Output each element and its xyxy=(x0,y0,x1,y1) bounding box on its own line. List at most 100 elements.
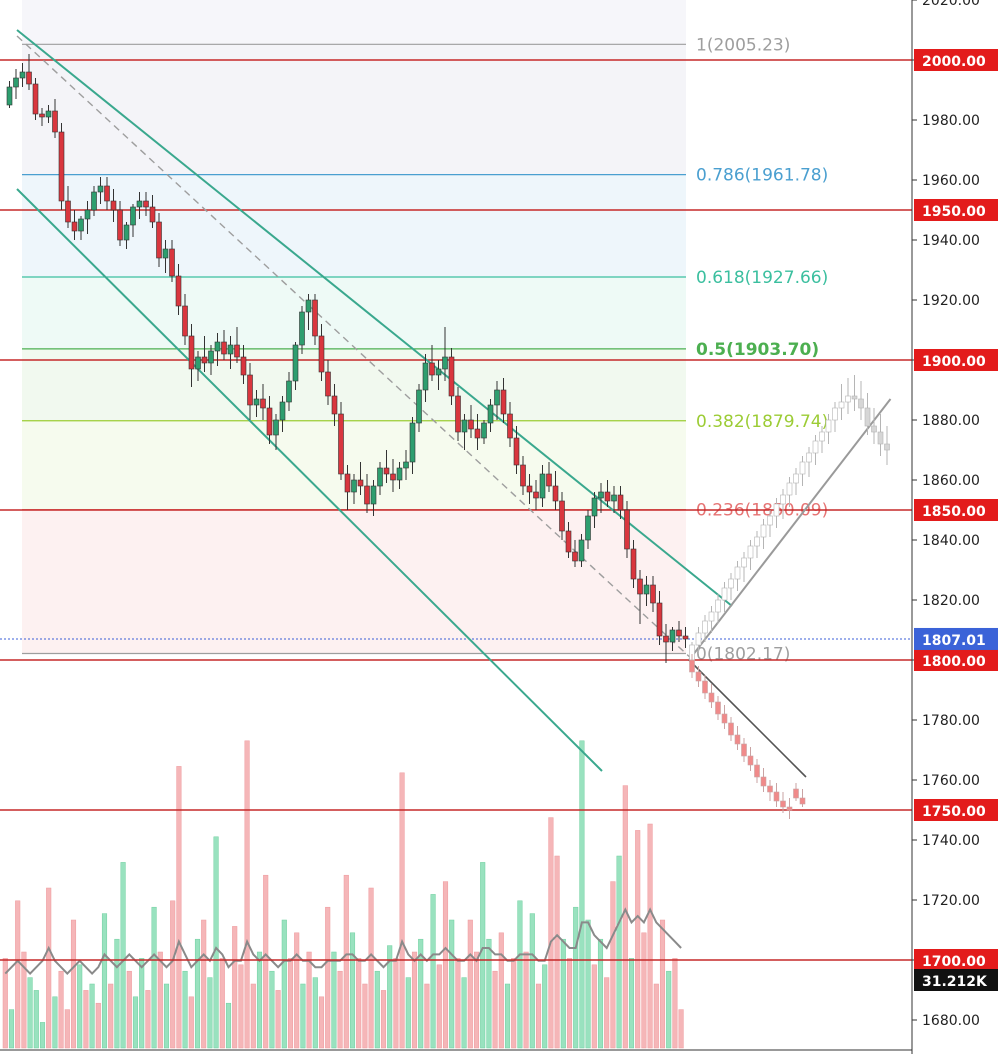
candle xyxy=(552,485,559,502)
volume-bar xyxy=(672,958,678,1049)
volume-bar xyxy=(455,958,461,1049)
volume-bar xyxy=(39,1022,46,1049)
candle xyxy=(162,248,169,259)
volume-bar xyxy=(461,977,467,1049)
fib-zone-5 xyxy=(22,509,686,654)
projected-candle-up xyxy=(767,515,773,526)
candle xyxy=(611,494,617,502)
level-badge xyxy=(914,649,998,671)
volume-bar xyxy=(287,958,294,1049)
volume-bar xyxy=(318,996,325,1049)
fib-label-0.786: 0.786(1961.78) xyxy=(696,166,828,186)
fib-label-0.618: 0.618(1927.66) xyxy=(696,268,828,288)
volume-bar xyxy=(523,951,529,1049)
projected-candle-up xyxy=(793,473,799,484)
volume-bar xyxy=(573,906,579,1049)
volume-bar xyxy=(616,855,622,1049)
projection-paths xyxy=(688,375,892,819)
candle xyxy=(32,83,39,115)
candle xyxy=(591,497,598,517)
candle xyxy=(585,515,591,541)
projected-candle-down xyxy=(741,743,747,757)
candle xyxy=(669,629,676,643)
candle xyxy=(299,311,305,346)
volume-bar xyxy=(368,887,374,1049)
candle xyxy=(45,110,52,118)
candle xyxy=(208,350,214,364)
candle xyxy=(650,584,656,604)
candle xyxy=(500,389,507,415)
y-tick-label: 1860.00 xyxy=(922,473,980,489)
volume-bar xyxy=(585,919,591,1049)
volume-bar xyxy=(238,964,244,1049)
volume-bar xyxy=(349,932,356,1049)
candle xyxy=(598,491,604,499)
projected-candle-up xyxy=(728,578,734,589)
projected-candle-up xyxy=(780,494,786,505)
candle xyxy=(370,485,377,505)
fib-zone-3 xyxy=(22,348,686,421)
candle xyxy=(403,461,409,469)
level-badge xyxy=(914,799,998,821)
candle xyxy=(195,356,201,370)
volume-bar xyxy=(194,938,201,1049)
volume-bar xyxy=(163,983,170,1049)
candle xyxy=(253,398,260,406)
candle xyxy=(234,344,240,358)
candle xyxy=(637,578,643,595)
volume-bar xyxy=(492,970,498,1049)
volume-bar xyxy=(108,983,114,1049)
volume-bar xyxy=(95,1002,101,1049)
projected-candle-up xyxy=(884,443,890,451)
candle xyxy=(416,389,422,424)
volume-bar xyxy=(604,977,610,1049)
volume-bar xyxy=(554,855,560,1049)
candle xyxy=(442,356,448,370)
volume-bar xyxy=(653,983,659,1049)
candle xyxy=(149,206,156,223)
volume-bar xyxy=(535,983,542,1049)
fib-zone-top xyxy=(22,0,686,45)
candle xyxy=(676,629,682,637)
candle xyxy=(559,500,565,532)
projected-candle-down xyxy=(708,692,715,703)
projected-candle-down xyxy=(799,797,806,805)
projected-candle-up xyxy=(773,503,780,517)
y-tick-label: 1760.00 xyxy=(922,773,980,789)
level-badge-text: 1700.00 xyxy=(922,954,986,970)
current-price-badge-text: 1807.01 xyxy=(922,633,986,649)
candle xyxy=(565,530,572,553)
volume-bar xyxy=(83,990,89,1049)
candle xyxy=(338,413,344,475)
volume-bar xyxy=(517,900,523,1049)
projected-candle-down xyxy=(734,734,741,745)
candle xyxy=(643,584,650,595)
candle xyxy=(292,344,299,382)
candle xyxy=(97,185,104,193)
candle xyxy=(344,473,351,493)
fib-zone-backgrounds xyxy=(22,0,686,654)
candle xyxy=(240,356,247,376)
volume-bar xyxy=(542,964,548,1049)
y-tick-label: 2020.00 xyxy=(922,0,980,9)
volume-bar xyxy=(219,958,225,1049)
projected-candle-up xyxy=(825,419,832,433)
volume-bar xyxy=(331,951,337,1049)
candle xyxy=(377,467,383,487)
y-tick-label: 1840.00 xyxy=(922,533,980,549)
volume-bar xyxy=(678,1009,684,1049)
candle xyxy=(533,491,539,499)
volume-bar xyxy=(418,938,424,1049)
volume-bar xyxy=(8,1009,15,1049)
candle xyxy=(6,86,13,106)
projected-candle-up xyxy=(747,545,754,559)
candle xyxy=(390,473,396,481)
volume-bar xyxy=(641,932,647,1049)
volume-bar xyxy=(139,958,145,1049)
volume-bar xyxy=(635,830,641,1049)
volume-bar xyxy=(579,740,585,1049)
volume-bar xyxy=(306,951,312,1049)
projected-candle-down xyxy=(715,701,721,715)
